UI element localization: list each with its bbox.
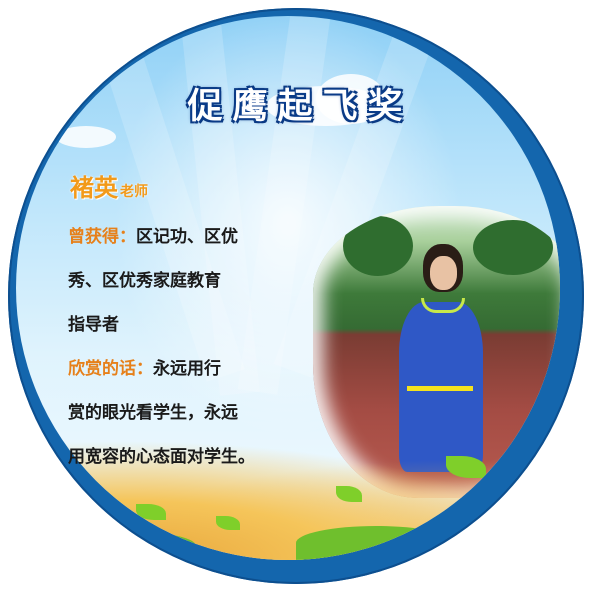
teacher-belt — [407, 386, 473, 391]
leaf — [476, 486, 506, 504]
cloud — [316, 74, 386, 124]
achievement-text: 区记功、区优 — [136, 227, 238, 247]
leaf — [446, 456, 486, 478]
teacher-face — [430, 256, 457, 290]
tree — [473, 220, 553, 275]
award-badge-panel — [16, 16, 560, 560]
achievement-label: 曾获得： — [68, 227, 136, 247]
grass — [296, 526, 456, 560]
achievement-line: 曾获得：区记功、区优 — [68, 215, 308, 259]
teacher-honorific: 老师 — [120, 184, 148, 200]
leaf — [216, 516, 240, 530]
tree — [343, 216, 413, 276]
award-description: 曾获得：区记功、区优 秀、区优秀家庭教育 指导者 欣赏的话：永远用行 赏的眼光看… — [68, 215, 308, 479]
teacher-name: 褚英 — [70, 174, 118, 202]
cloud — [56, 126, 116, 148]
quote-line: 欣赏的话：永远用行 — [68, 347, 308, 391]
quote-text: 永远用行 — [153, 359, 221, 379]
leaf — [336, 486, 362, 502]
grass — [76, 532, 196, 560]
teacher-name-line: 褚英 老师 — [70, 168, 148, 203]
quote-line-2: 赏的眼光看学生，永远 — [68, 403, 238, 423]
award-title: 促鹰起飞奖 — [187, 87, 413, 127]
achievement-line-3: 指导者 — [68, 315, 119, 335]
achievement-line-2: 秀、区优秀家庭教育 — [68, 271, 221, 291]
quote-line-3: 用宽容的心态面对学生。 — [68, 447, 255, 467]
quote-label: 欣赏的话： — [68, 359, 153, 379]
leaf — [136, 504, 166, 520]
